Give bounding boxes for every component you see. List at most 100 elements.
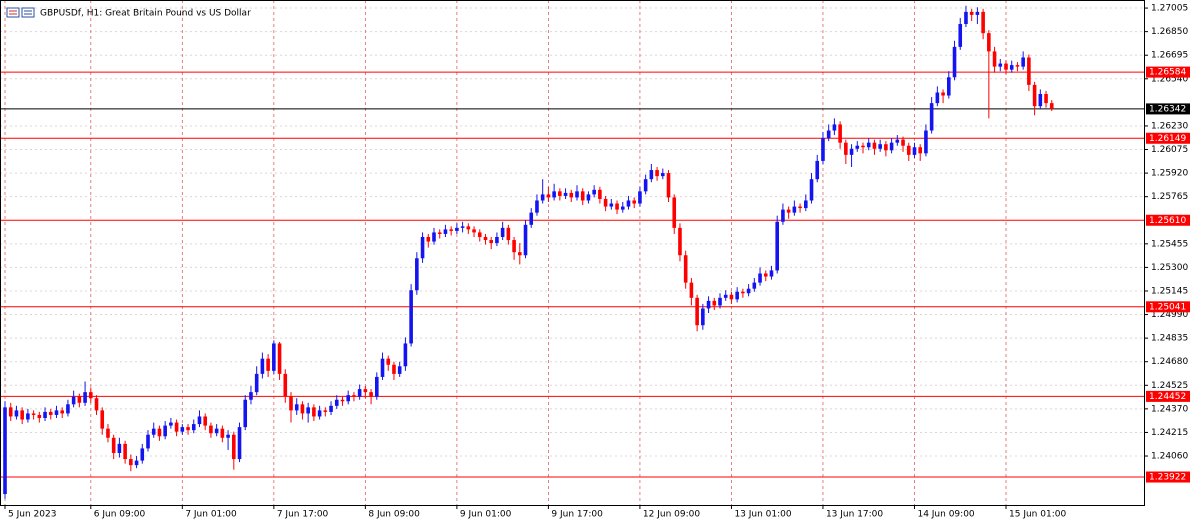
level-label: 1.25041: [1149, 302, 1186, 312]
candle-body: [935, 92, 940, 104]
candle-body: [1021, 57, 1025, 67]
candle-body: [598, 189, 602, 199]
candle-body: [1032, 84, 1037, 107]
candle-body: [1038, 94, 1043, 107]
candle-body: [1049, 103, 1054, 109]
candle-body: [1004, 63, 1008, 70]
candle-body: [397, 366, 402, 374]
candle-body: [106, 428, 110, 438]
candle-body: [89, 392, 93, 399]
candle-body: [254, 373, 259, 393]
candle-body: [958, 24, 963, 47]
y-tick-label: 1.25145: [1151, 286, 1188, 296]
candle-body: [134, 460, 139, 466]
candle-body: [26, 413, 30, 420]
candle-body: [77, 396, 82, 403]
candle-body: [146, 434, 150, 449]
level-label: 1.24452: [1149, 392, 1186, 402]
candle-body: [483, 236, 488, 241]
candle-body: [649, 170, 654, 180]
candle-body: [111, 437, 116, 453]
candle-body: [981, 11, 985, 34]
x-tick-label: 5 Jun 2023: [8, 510, 56, 520]
x-tick-label: 14 Jun 09:00: [917, 510, 974, 520]
candle-body: [1015, 65, 1020, 67]
candle-body: [232, 434, 236, 460]
candle-body: [432, 232, 436, 242]
candle-body: [552, 191, 556, 198]
candle-body: [741, 291, 745, 294]
candle-body: [249, 392, 253, 400]
candle-body: [798, 206, 802, 209]
candle-body: [1044, 94, 1048, 104]
candle-body: [317, 410, 322, 417]
candle-body: [369, 392, 373, 397]
candle-body: [214, 428, 219, 434]
candle-body: [580, 191, 585, 201]
candle-body: [151, 428, 156, 435]
candle-body: [415, 258, 419, 291]
candle-body: [540, 194, 545, 201]
candle-body: [357, 389, 362, 397]
candle-body: [706, 300, 711, 309]
level-label-box: [1146, 390, 1190, 402]
candle-body: [169, 422, 173, 426]
candle-body: [752, 282, 757, 289]
level-label: 1.26149: [1149, 134, 1186, 144]
candle-body: [603, 198, 608, 207]
candle-body: [209, 425, 213, 434]
candle-body: [489, 240, 493, 244]
candle-body: [615, 203, 619, 210]
y-tick-label: 1.24680: [1151, 357, 1188, 367]
candle-body: [620, 206, 625, 210]
candle-body: [689, 282, 694, 298]
candle-body: [569, 192, 574, 198]
candle-body: [272, 343, 276, 371]
candle-body: [180, 427, 185, 432]
icon-frame: [21, 7, 35, 18]
x-tick-label: 8 Jun 09:00: [368, 510, 420, 520]
x-tick-label: 15 Jun 01:00: [1009, 510, 1066, 520]
y-tick-label: 1.26230: [1151, 121, 1188, 131]
candle-body: [312, 407, 316, 417]
y-tick-label: 1.25455: [1151, 239, 1188, 249]
candle-body: [277, 343, 282, 374]
candle-body: [466, 226, 471, 230]
candle-body: [409, 290, 413, 344]
y-tick-label: 1.26695: [1151, 51, 1188, 61]
candle-body: [460, 226, 465, 228]
candle-body: [14, 410, 19, 417]
x-tick-label: 12 Jun 09:00: [643, 510, 700, 520]
candle-body: [838, 124, 842, 143]
candle-body: [723, 294, 728, 298]
candle-body: [861, 145, 865, 148]
level-label-box: [1146, 471, 1190, 483]
candle-body: [403, 343, 408, 367]
candle-body: [638, 191, 642, 204]
candle-body: [763, 273, 768, 277]
candle-body: [941, 92, 945, 96]
candle-body: [500, 227, 505, 237]
candle-body: [866, 142, 871, 148]
candle-body: [420, 236, 425, 259]
candle-body: [197, 416, 202, 425]
y-tick-label: 1.24370: [1151, 404, 1188, 414]
symbol-icon: [6, 7, 35, 18]
candle-body: [60, 410, 64, 414]
candle-body: [563, 192, 568, 196]
candle-body: [346, 395, 350, 402]
level-label-box: [1146, 132, 1190, 144]
candle-body: [174, 422, 179, 432]
candle-body: [918, 147, 922, 154]
candle-body: [821, 138, 825, 161]
candle-body: [340, 399, 345, 402]
candle-body: [294, 404, 299, 411]
candle-body: [66, 404, 70, 414]
candle-body: [518, 252, 522, 256]
candle-body: [1027, 57, 1031, 85]
candle-body: [575, 191, 579, 198]
candle-body: [632, 200, 636, 204]
y-tick-label: 1.25300: [1151, 263, 1188, 273]
candle-body: [661, 173, 665, 177]
candle-body: [392, 364, 396, 374]
